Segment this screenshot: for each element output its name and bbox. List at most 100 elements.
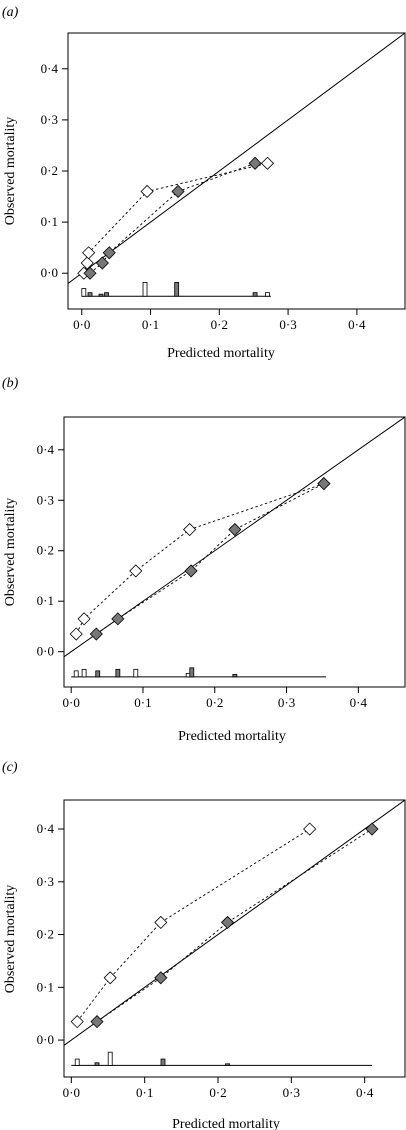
- histogram-bar: [232, 673, 238, 678]
- histogram-bar: [252, 292, 258, 297]
- open-diamond-point: [70, 1015, 84, 1029]
- plot-area: [68, 33, 405, 297]
- open-diamond-point: [82, 246, 96, 260]
- plot-frame: [63, 799, 406, 1078]
- x-tick-label: 0·0: [73, 317, 90, 332]
- x-axis-label: Predicted mortality: [178, 729, 286, 744]
- y-tick-label: 0·0: [37, 1032, 54, 1047]
- filled-diamond-point: [248, 156, 262, 170]
- filled-diamond-point: [111, 612, 125, 626]
- y-tick-label: 0·4: [37, 442, 55, 457]
- open-series-line: [75, 483, 325, 635]
- open-diamond-point: [69, 627, 83, 641]
- x-tick-label: 0·1: [136, 1085, 153, 1100]
- y-tick-label: 0·2: [37, 543, 54, 558]
- panel-label: (c): [2, 760, 18, 775]
- x-tick-label: 0·4: [348, 317, 366, 332]
- identity-line: [64, 800, 405, 1046]
- filled-diamond-point: [317, 477, 331, 491]
- histogram-bar: [189, 667, 195, 678]
- y-tick-label: 0·2: [41, 163, 58, 178]
- filled-series-line: [89, 162, 256, 274]
- open-diamond-point: [183, 522, 197, 537]
- y-tick-label: 0·4: [37, 821, 55, 836]
- histogram-bar: [81, 668, 87, 678]
- x-tick-label: 0·4: [356, 1085, 374, 1100]
- open-series-line: [76, 828, 310, 1022]
- histogram-bar: [265, 292, 270, 297]
- histogram-bar: [74, 1058, 80, 1066]
- filled-diamond-point: [184, 564, 198, 578]
- x-tick-label: 0·1: [134, 695, 151, 710]
- filled-diamond-point: [228, 522, 242, 537]
- y-axis-label: Observed mortality: [3, 498, 18, 606]
- filled-diamond-point: [83, 266, 97, 280]
- x-tick-label: 0·3: [278, 695, 295, 710]
- open-diamond-point: [303, 822, 317, 836]
- open-diamond-point: [154, 915, 168, 929]
- filled-diamond-point: [90, 1015, 104, 1029]
- plot-area: [64, 800, 405, 1066]
- filled-diamond-point: [102, 246, 116, 260]
- panel-label: (a): [2, 5, 19, 20]
- y-tick-label: 0·2: [37, 927, 54, 942]
- plot-frame: [63, 416, 406, 688]
- histogram-bar: [142, 282, 148, 297]
- x-tick-label: 0·3: [279, 317, 296, 332]
- histogram-bar: [81, 288, 87, 297]
- histogram-bar: [115, 668, 121, 678]
- histogram-bar: [107, 1051, 113, 1066]
- histogram-bar: [73, 670, 79, 678]
- filled-diamond-point: [89, 627, 103, 641]
- x-tick-label: 0·0: [63, 1085, 80, 1100]
- open-diamond-point: [260, 156, 275, 170]
- identity-line: [64, 417, 405, 658]
- histogram-bar: [133, 668, 139, 678]
- x-tick-label: 0·1: [142, 317, 159, 332]
- open-diamond-point: [103, 971, 117, 985]
- panel-c: (c) Predicted mortality Observed mortali…: [2, 760, 406, 1130]
- y-tick-label: 0·3: [37, 874, 54, 889]
- y-tick-label: 0·1: [37, 979, 54, 994]
- histogram-bar: [87, 292, 93, 297]
- histogram-bar: [94, 1062, 100, 1066]
- open-diamond-point: [129, 564, 143, 578]
- y-axis-label: Observed mortality: [3, 885, 18, 993]
- histogram-bar: [160, 1058, 166, 1066]
- filled-diamond-point: [95, 256, 109, 270]
- x-tick-label: 0·2: [209, 1085, 226, 1100]
- plot-area: [64, 417, 405, 678]
- histogram-bar: [174, 282, 180, 297]
- y-tick-label: 0·1: [37, 593, 54, 608]
- x-tick-label: 0·3: [283, 1085, 300, 1100]
- plot-frame: [67, 32, 406, 310]
- x-tick-label: 0·4: [350, 695, 368, 710]
- y-tick-label: 0·1: [41, 214, 58, 229]
- y-axis-label: Observed mortality: [3, 117, 18, 225]
- y-tick-label: 0·3: [37, 492, 54, 507]
- filled-diamond-point: [171, 184, 185, 199]
- x-tick-label: 0·0: [63, 695, 80, 710]
- filled-diamond-point: [365, 822, 379, 836]
- x-axis-label: Predicted mortality: [172, 1117, 280, 1130]
- open-diamond-point: [140, 184, 154, 199]
- x-axis-label: Predicted mortality: [167, 346, 275, 361]
- y-tick-label: 0·0: [41, 265, 58, 280]
- y-tick-label: 0·3: [41, 112, 58, 127]
- histogram-bar: [225, 1063, 230, 1066]
- histogram-bar: [104, 292, 109, 297]
- filled-diamond-point: [220, 915, 235, 929]
- panel-label: (b): [2, 376, 19, 391]
- panel-b: (b) Predicted mortality Observed mortali…: [2, 376, 406, 744]
- filled-diamond-point: [154, 971, 168, 985]
- open-diamond-point: [80, 256, 94, 270]
- x-tick-label: 0·2: [211, 317, 228, 332]
- identity-line: [68, 33, 405, 285]
- histogram-bar: [98, 293, 104, 297]
- histogram-bar: [95, 670, 101, 678]
- y-tick-label: 0·4: [41, 61, 59, 76]
- open-diamond-point: [77, 612, 91, 626]
- panel-a: (a) Predicted mortality Observed mortali…: [2, 5, 406, 361]
- filled-series-line: [96, 483, 325, 635]
